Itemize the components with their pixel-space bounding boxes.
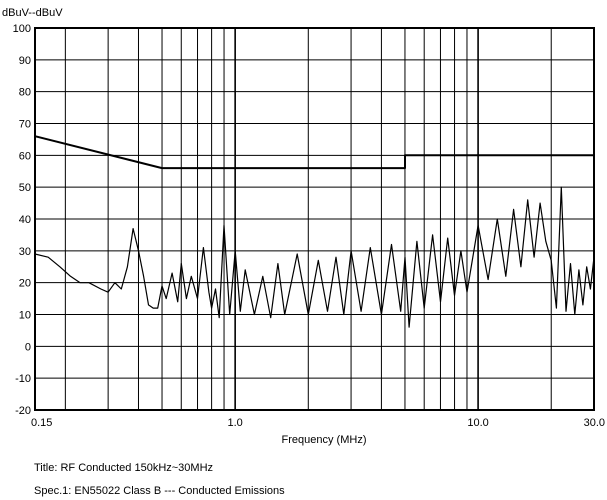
y-tick-label: 30 bbox=[19, 246, 31, 258]
y-tick-label: 0 bbox=[25, 341, 31, 353]
x-tick-labels: 0.15 1.0 10.0 30.0 bbox=[31, 417, 605, 429]
y-tick-label: 10 bbox=[19, 310, 31, 322]
y-tick-label: 80 bbox=[19, 87, 31, 99]
y-tick-label: 100 bbox=[13, 23, 31, 35]
y-tick-label: 20 bbox=[19, 278, 31, 290]
limit-line bbox=[34, 135, 594, 170]
plot-frame bbox=[34, 27, 595, 411]
measurement-trace bbox=[34, 186, 595, 328]
y-tick-label: -20 bbox=[15, 405, 31, 417]
x-tick-label: 30.0 bbox=[584, 417, 605, 429]
y-tick-label: 50 bbox=[19, 182, 31, 194]
chart-title-caption: Title: RF Conducted 150kHz~30MHz bbox=[34, 462, 214, 474]
y-tick-label: 60 bbox=[19, 150, 31, 162]
y-axis-label: dBuV--dBuV bbox=[2, 7, 63, 19]
series-layer bbox=[34, 135, 595, 328]
y-tick-label: 40 bbox=[19, 214, 31, 226]
x-tick-label: 1.0 bbox=[228, 417, 243, 429]
y-tick-label: 70 bbox=[19, 119, 31, 131]
x-axis-label: Frequency (MHz) bbox=[282, 434, 367, 446]
y-tick-label: 90 bbox=[19, 55, 31, 67]
x-tick-label: 0.15 bbox=[31, 417, 52, 429]
y-tick-label: -10 bbox=[15, 373, 31, 385]
x-tick-label: 10.0 bbox=[467, 417, 488, 429]
spec-caption: Spec.1: EN55022 Class B --- Conducted Em… bbox=[34, 485, 285, 497]
